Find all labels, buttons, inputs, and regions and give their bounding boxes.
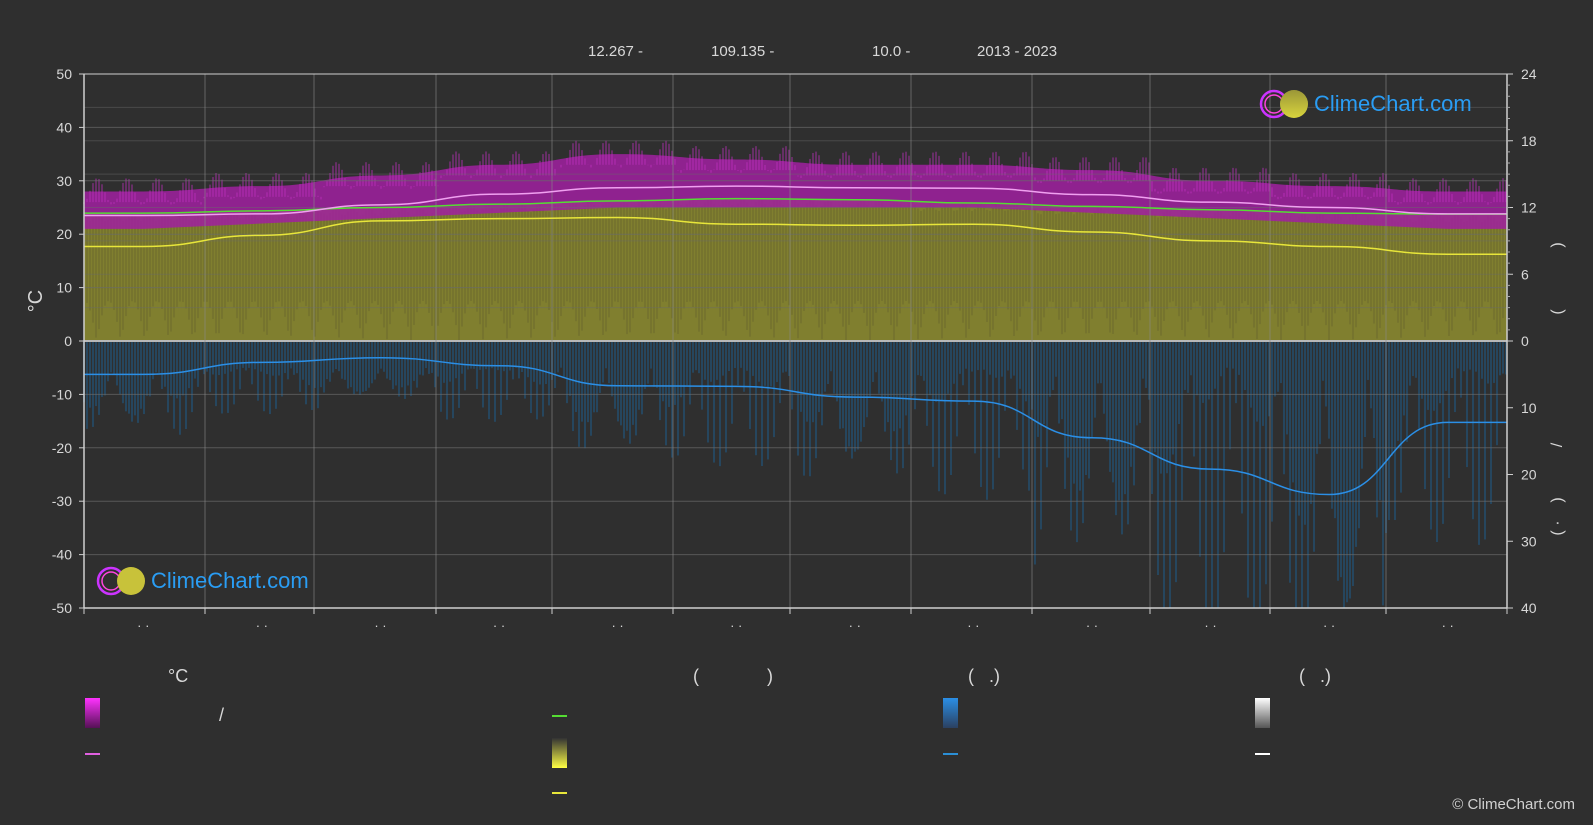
x-tick-label: · · <box>256 618 268 633</box>
right-bottom-tick-label: 40 <box>1521 600 1537 616</box>
left-axis-label: °C <box>25 290 47 312</box>
x-tick-label: · · <box>374 618 386 633</box>
left-tick-label: -20 <box>52 440 72 456</box>
header-lat: 12.267 - <box>588 43 644 60</box>
x-tick-label: · · <box>1442 618 1454 633</box>
right-bottom-tick-label: 20 <box>1521 467 1537 483</box>
left-tick-label: 0 <box>64 333 72 349</box>
sunshine-line <box>84 216 1507 255</box>
right-axis-label-part: ( <box>1549 309 1566 315</box>
left-tick-label: -50 <box>52 600 72 616</box>
climechart-logo-icon <box>1259 89 1308 119</box>
legend-precip-band-swatch <box>943 698 958 728</box>
legend-snow-line-swatch <box>1255 753 1270 755</box>
left-tick-label: -30 <box>52 493 72 509</box>
legend-snow-band-swatch <box>1255 698 1270 728</box>
right-axis-label-part: ( · <box>1549 520 1566 535</box>
legend-col1-title: °C <box>168 666 189 686</box>
right-axis-label-part: ) <box>1549 242 1566 247</box>
x-tick-label: · · <box>137 618 149 633</box>
temperature-band <box>84 154 1507 229</box>
left-tick-label: 10 <box>56 280 72 296</box>
left-tick-label: 20 <box>56 226 72 242</box>
x-tick-label: · · <box>1323 618 1335 633</box>
legend-sunshine-line-swatch <box>552 792 567 794</box>
left-tick-label: -10 <box>52 386 72 402</box>
x-tick-label: · · <box>1204 618 1216 633</box>
temperature-line <box>84 185 1507 217</box>
right-bottom-tick-label: 30 <box>1521 533 1537 549</box>
header-years: 2013 - 2023 <box>977 43 1058 60</box>
right-top-tick-label: 24 <box>1521 66 1537 82</box>
daylight-line <box>84 197 1507 215</box>
legend-col4-title: ( .) <box>1299 666 1331 686</box>
header-lon: 109.135 - <box>711 43 775 60</box>
legend-daylight-swatch <box>552 715 567 717</box>
left-tick-label: 40 <box>56 119 72 135</box>
legend-slash: / <box>219 705 225 725</box>
brand-name: ClimeChart.com <box>151 568 309 593</box>
left-tick-label: 30 <box>56 173 72 189</box>
data-bands <box>83 140 1507 608</box>
x-tick-label: · · <box>849 618 861 633</box>
x-tick-label: · · <box>611 618 623 633</box>
legend-temp-line-swatch <box>85 753 100 755</box>
header-elev: 10.0 - <box>872 43 911 60</box>
left-tick-label: 50 <box>56 66 72 82</box>
x-tick-label: · · <box>730 618 742 633</box>
x-tick-label: · · <box>967 618 979 633</box>
legend-col2-title-close: ) <box>767 666 773 686</box>
legend-col2-title-open: ( <box>693 666 699 686</box>
right-axis-label-part: ) <box>1549 497 1566 502</box>
series-lines <box>84 185 1507 496</box>
right-top-tick-label: 18 <box>1521 133 1537 149</box>
x-tick-label: · · <box>1086 618 1098 633</box>
header: 12.267 - 109.135 - 10.0 - 2013 - 2023 <box>0 43 1593 63</box>
precipitation-line <box>84 356 1507 496</box>
left-tick-label: -40 <box>52 547 72 563</box>
legend-sunshine-band-swatch <box>552 738 567 768</box>
copyright: © ClimeChart.com <box>1452 796 1575 813</box>
right-bottom-tick-label: 10 <box>1521 400 1537 416</box>
right-top-tick-label: 0 <box>1521 333 1529 349</box>
axes: 50 40 30 20 10 0 -10 -20 -30 -40 -50 °C 24 18 12 6 0 10 20… <box>25 66 1566 633</box>
right-axis-label-part: / <box>1549 442 1566 447</box>
legend-col3-title: ( .) <box>968 666 1000 686</box>
right-top-tick-label: 12 <box>1521 200 1537 216</box>
legend-temp-band-swatch <box>85 698 100 728</box>
climechart-logo-icon <box>96 566 145 596</box>
right-top-tick-label: 6 <box>1521 266 1529 282</box>
legend-precip-line-swatch <box>943 753 958 755</box>
x-tick-label: · · <box>493 618 505 633</box>
brand-name: ClimeChart.com <box>1314 91 1472 116</box>
